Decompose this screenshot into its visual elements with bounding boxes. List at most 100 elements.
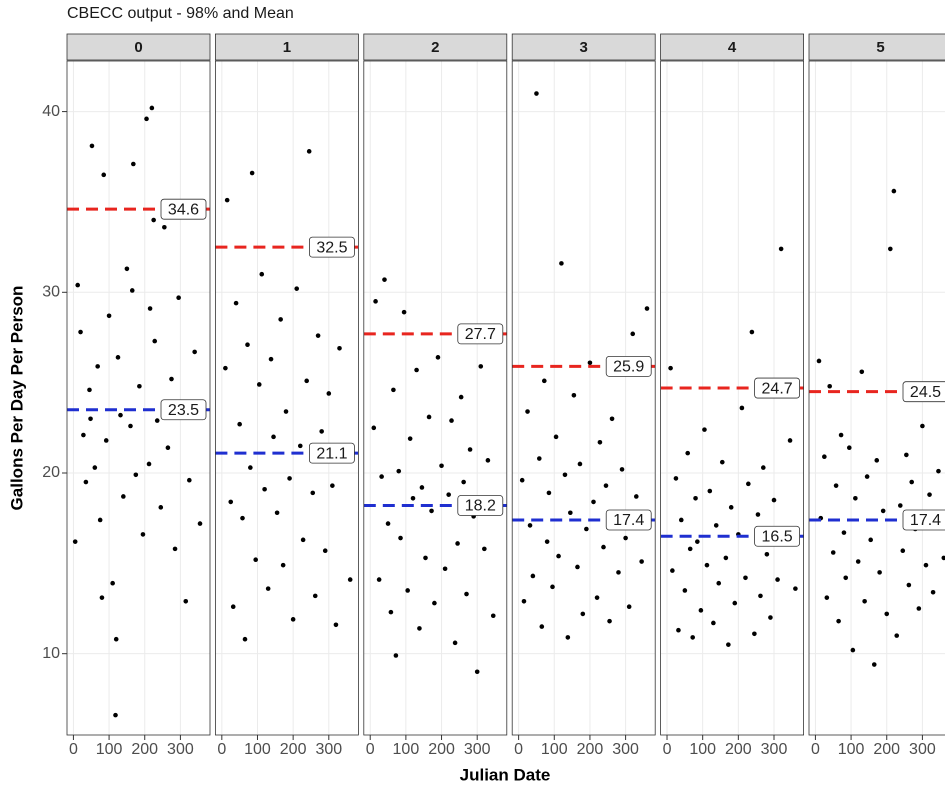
point	[379, 474, 384, 479]
point	[147, 306, 153, 311]
strip	[214, 33, 359, 61]
strip-label: 0	[134, 39, 142, 56]
point	[746, 481, 751, 487]
point	[525, 409, 530, 414]
panel-border	[214, 60, 359, 736]
x-axis-label: Julian Date	[460, 765, 551, 784]
point	[868, 537, 873, 543]
point	[464, 591, 469, 597]
point	[775, 577, 780, 582]
point	[603, 483, 609, 488]
point	[124, 266, 130, 272]
point	[843, 575, 849, 581]
point	[259, 271, 265, 277]
reference-label-box	[457, 495, 504, 516]
point	[240, 515, 245, 521]
point	[527, 523, 533, 528]
point	[300, 537, 306, 543]
strip	[808, 33, 945, 61]
point	[633, 494, 639, 499]
point	[550, 584, 555, 590]
strip	[363, 33, 508, 61]
reference-label-box	[754, 525, 800, 547]
point	[405, 588, 410, 593]
point	[626, 604, 632, 610]
point	[398, 535, 403, 541]
point	[253, 557, 258, 563]
y-tick-label: 40	[42, 103, 60, 120]
point	[739, 405, 745, 411]
point	[99, 595, 105, 600]
point	[575, 564, 580, 570]
point	[162, 224, 167, 230]
point	[128, 423, 133, 429]
point	[106, 313, 112, 319]
point	[78, 329, 83, 335]
point	[371, 425, 377, 431]
point	[268, 356, 274, 362]
point	[230, 604, 236, 610]
point	[864, 474, 870, 479]
point	[685, 450, 691, 456]
x-tick-label: 200	[873, 741, 900, 758]
panel-border	[511, 60, 656, 736]
reference-label-box	[160, 198, 207, 220]
point	[176, 295, 181, 301]
point	[639, 559, 644, 564]
reference-label-box	[160, 399, 207, 421]
point	[673, 476, 679, 481]
point	[577, 461, 583, 467]
y-tick-label: 10	[42, 645, 60, 662]
y-tick-label: 30	[42, 284, 60, 301]
point	[743, 575, 748, 581]
point	[169, 376, 174, 382]
point	[467, 447, 473, 452]
point	[594, 595, 600, 600]
point	[439, 463, 444, 469]
point	[816, 358, 822, 364]
point	[414, 367, 419, 373]
point	[165, 445, 171, 450]
point	[224, 197, 230, 203]
point	[271, 434, 276, 440]
reference-label: 34.6	[168, 201, 199, 218]
point	[539, 624, 545, 629]
point	[490, 613, 496, 619]
x-tick-label: 0	[69, 741, 78, 758]
y-axis-label: Gallons Per Day Per Person	[7, 286, 26, 511]
strip-label: 3	[580, 39, 588, 56]
point	[941, 555, 945, 561]
reference-label: 21.1	[316, 445, 347, 462]
point	[391, 387, 396, 393]
point	[591, 499, 596, 505]
point	[546, 490, 552, 496]
reference-label: 32.5	[316, 239, 347, 256]
point	[382, 277, 387, 282]
point	[906, 582, 912, 588]
point	[129, 288, 135, 293]
point	[118, 412, 123, 418]
point	[607, 618, 612, 624]
point	[183, 598, 189, 604]
point	[245, 342, 250, 347]
point	[423, 555, 428, 561]
point	[859, 369, 865, 375]
point	[695, 539, 700, 544]
point	[764, 552, 770, 557]
point	[534, 91, 539, 96]
point	[920, 423, 925, 429]
point	[707, 488, 713, 494]
reference-label-box	[605, 509, 652, 531]
point	[83, 479, 89, 485]
point	[265, 586, 271, 591]
point	[228, 499, 234, 505]
point	[853, 495, 858, 501]
point	[884, 611, 890, 617]
point	[474, 669, 480, 675]
point	[630, 331, 636, 337]
x-tick-label: 100	[393, 741, 420, 758]
point	[537, 456, 542, 461]
reference-label-box	[457, 323, 504, 345]
point	[280, 562, 286, 568]
point	[158, 505, 164, 510]
